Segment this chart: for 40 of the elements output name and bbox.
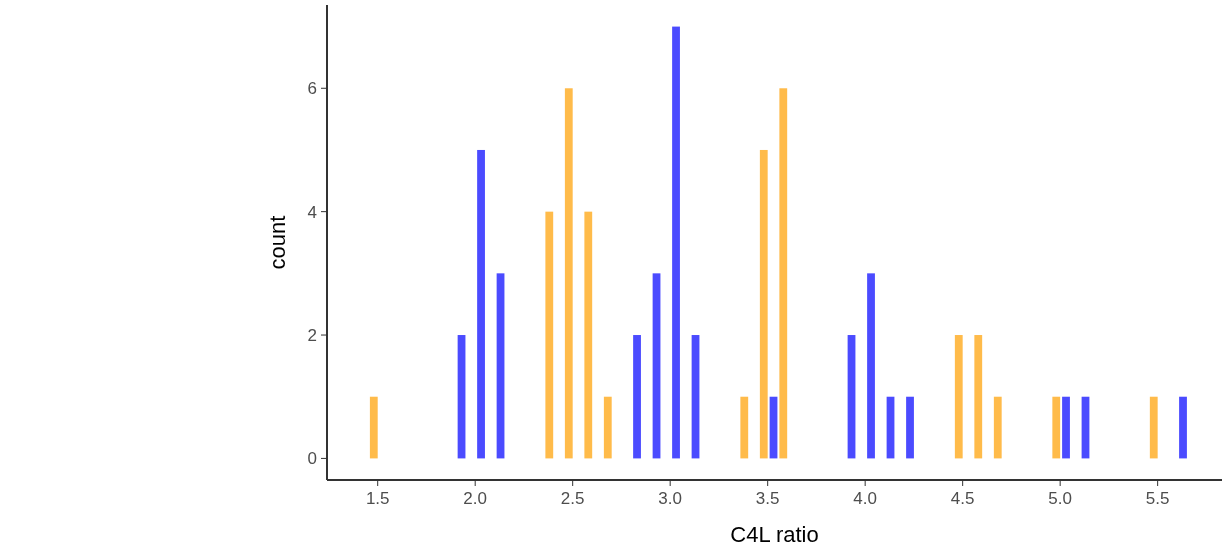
bar [672,26,680,459]
x-tick-label: 2.0 [463,489,488,508]
x-tick-label: 1.5 [365,489,390,508]
bar [652,273,661,459]
bar [954,335,963,459]
x-tick-label: 2.5 [560,489,585,508]
bar [584,211,593,459]
x-tick-label: 4.0 [853,489,877,508]
x-tick-label: 5.0 [1048,489,1072,508]
bar [740,396,749,459]
y-tick-label: 6 [307,79,317,99]
bar [974,335,983,459]
x-tick-label: 5.5 [1145,489,1170,508]
bar [369,396,378,459]
y-tick-label: 4 [307,202,317,222]
bar [847,335,856,459]
bar [1179,396,1187,459]
bar [1062,396,1070,459]
y-tick-label: 0 [307,449,317,469]
bar [545,211,554,459]
bar [1052,396,1061,459]
x-tick-label: 3.0 [658,489,682,508]
x-axis-title: C4L ratio [730,522,819,547]
bar [633,335,641,459]
y-tick-label: 2 [307,325,317,345]
x-tick-label: 3.5 [755,489,780,508]
bar [691,335,700,459]
bar [496,273,505,459]
bar [779,88,788,459]
bar [1149,396,1158,459]
bar [993,396,1002,459]
bar [867,273,875,459]
y-axis-title: count [265,215,290,270]
bar [906,396,914,459]
x-tick-label: 4.5 [950,489,975,508]
bar [564,88,573,459]
bar [603,396,612,459]
bar [477,149,485,459]
bar [759,149,768,459]
bar [457,335,466,459]
